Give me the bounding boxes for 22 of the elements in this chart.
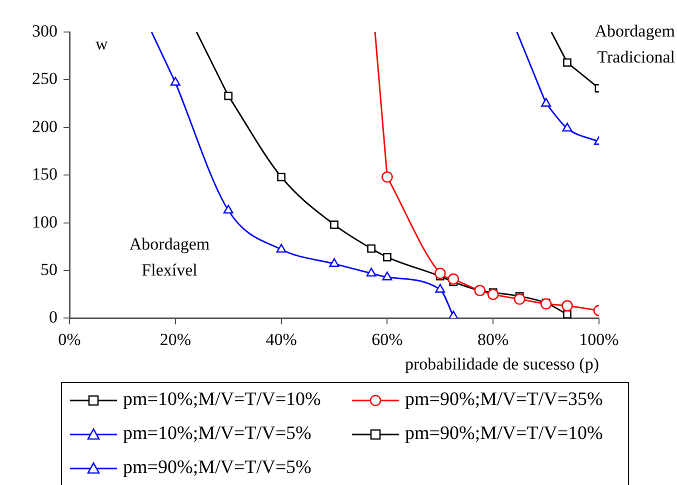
y-tick-label: 250	[32, 69, 58, 88]
y-tick-label: 150	[32, 164, 58, 184]
annotation: Abordagem Tradicional	[594, 21, 676, 66]
y-tick-label: 50	[40, 260, 58, 279]
y-axis-title: w	[96, 34, 108, 54]
y-tick-label: 200	[32, 116, 58, 136]
x-tick-label: 40%	[266, 330, 297, 349]
y-tick-label: 0	[49, 308, 58, 327]
legend-label: pm=90%;M/V=T/V=35%	[405, 389, 603, 411]
y-tick-label: 100	[32, 212, 58, 232]
y-tick-label: 300	[32, 21, 58, 40]
x-tick-label: 80%	[478, 330, 509, 349]
legend-label: pm=10%;M/V=T/V=5%	[123, 423, 312, 445]
legend-label: pm=90%;M/V=T/V=5%	[123, 457, 312, 479]
legend-label: pm=10%;M/V=T/V=10%	[123, 389, 321, 411]
legend-label: pm=90%;M/V=T/V=10%	[405, 423, 603, 445]
x-tick-label: 60%	[372, 330, 403, 349]
x-tick-label: 20%	[160, 330, 191, 349]
x-axis-title: probabilidade de sucesso (p)	[404, 354, 599, 374]
x-tick-label: 0%	[58, 330, 81, 349]
x-tick-label: 100%	[579, 330, 619, 349]
annotation: Abordagem Flexível	[129, 234, 210, 280]
